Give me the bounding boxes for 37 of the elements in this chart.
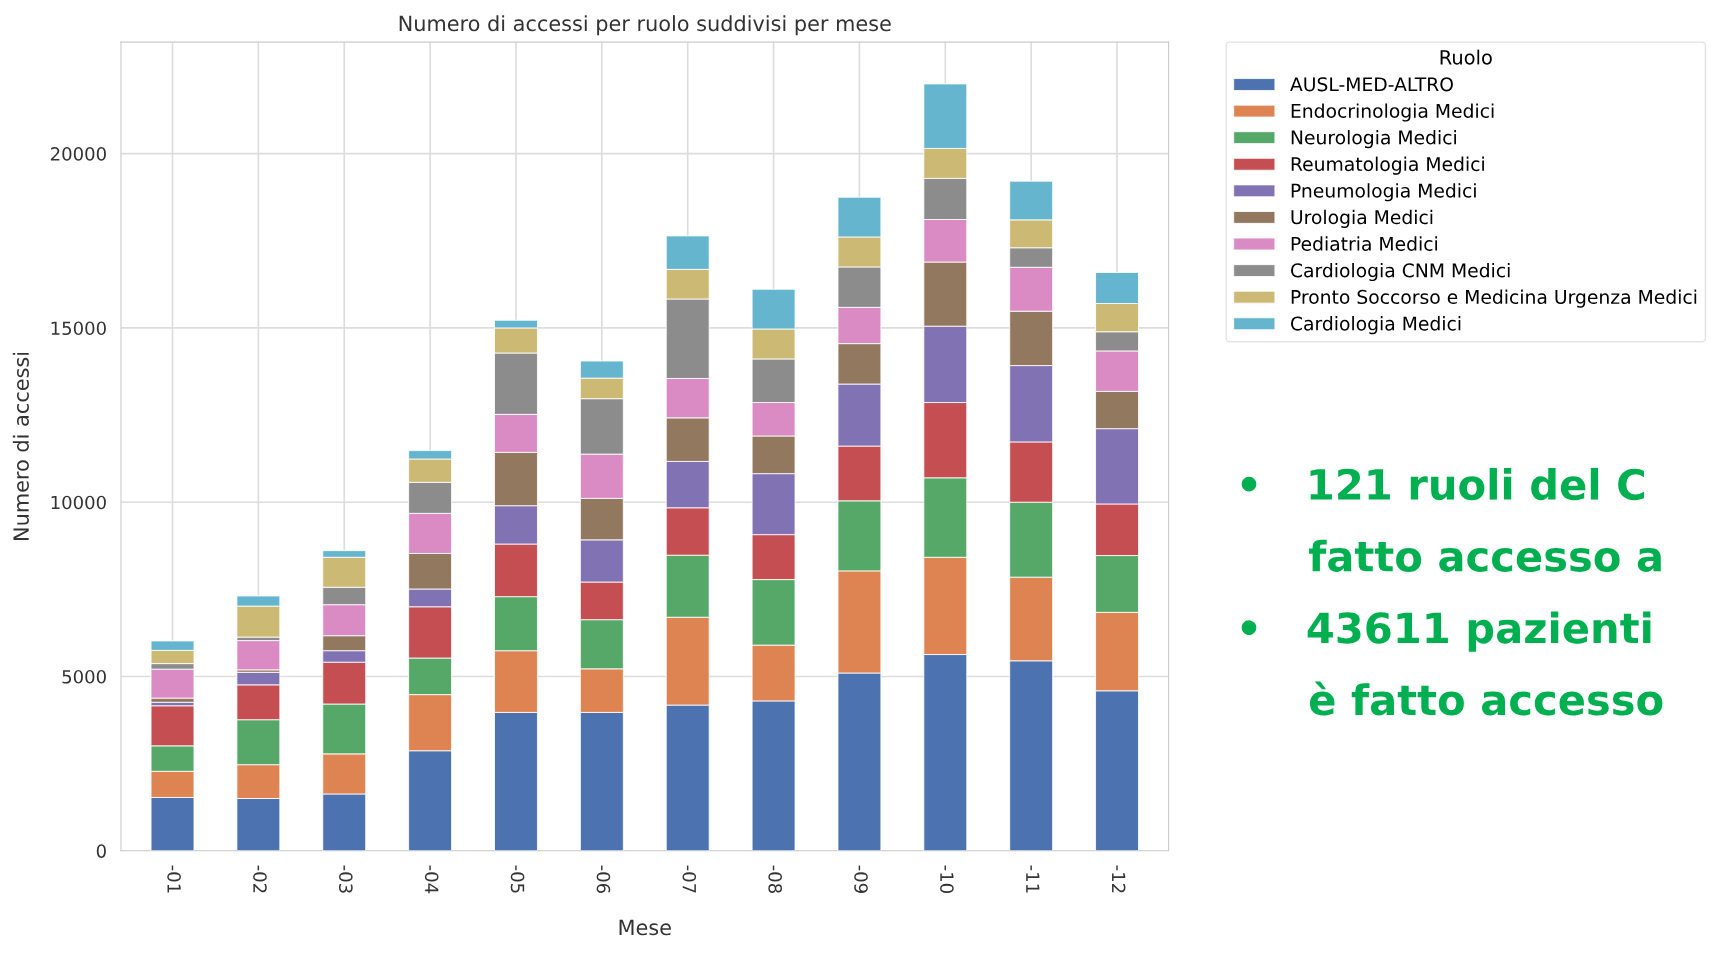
text: • 43611 pazienti — [1241, 611, 1651, 652]
chart-title: Numero di accessi per ruolo suddivisi per mese — [399, 15, 891, 36]
legend-label: Cardiologia Medici — [1290, 316, 1461, 335]
x-tick-label: -01 — [167, 865, 181, 893]
legend-label: AUSL-MED-ALTRO — [1290, 77, 1453, 92]
x-tick-label: -09 — [854, 865, 868, 893]
text: • 121 ruoli del C — [1241, 467, 1645, 501]
x-tick-label: -03 — [339, 865, 353, 893]
y-axis-title: Numero di accessi — [12, 352, 29, 540]
legend-label: Pediatria Medici — [1291, 236, 1437, 251]
bar — [150, 668, 195, 699]
x-tick-label: -05 — [510, 865, 525, 893]
x-tick-label: -02 — [253, 865, 267, 893]
text: è fatto accesso — [1310, 681, 1663, 716]
x-tick-label: -06 — [596, 865, 611, 894]
x-tick-label: -04 — [424, 865, 439, 894]
legend-label: Cardiologia CNM Medici — [1290, 262, 1510, 282]
bar — [236, 640, 281, 671]
x-tick-label: -11 — [1026, 865, 1040, 893]
legend-label: Pronto Soccorso e Medicina Urgenza Medici — [1291, 289, 1697, 308]
x-axis-title: Mese — [619, 919, 671, 936]
legend-label: Endocrinologia Medici — [1291, 103, 1494, 122]
legend-title: Ruolo — [1440, 49, 1492, 65]
y-tick-label: 15000 — [51, 321, 106, 336]
legend-label: Urologia Medici — [1291, 209, 1433, 228]
x-tick-label: -08 — [768, 865, 782, 893]
y-tick-label: 5000 — [62, 669, 106, 684]
legend-label: Reumatologia Medici — [1291, 156, 1484, 175]
x-tick-label: -07 — [682, 865, 697, 893]
x-tick-label: -12 — [1112, 865, 1126, 893]
y-tick-label: 0 — [96, 844, 106, 858]
x-tick-label: -10 — [940, 865, 954, 893]
y-tick-label: 20000 — [50, 147, 106, 161]
legend-label: Pneumologia Medici — [1291, 183, 1476, 202]
legend-label: Neurologia Medici — [1291, 130, 1456, 149]
text: fatto accesso a — [1309, 539, 1661, 572]
y-tick-label: 10000 — [51, 495, 106, 510]
